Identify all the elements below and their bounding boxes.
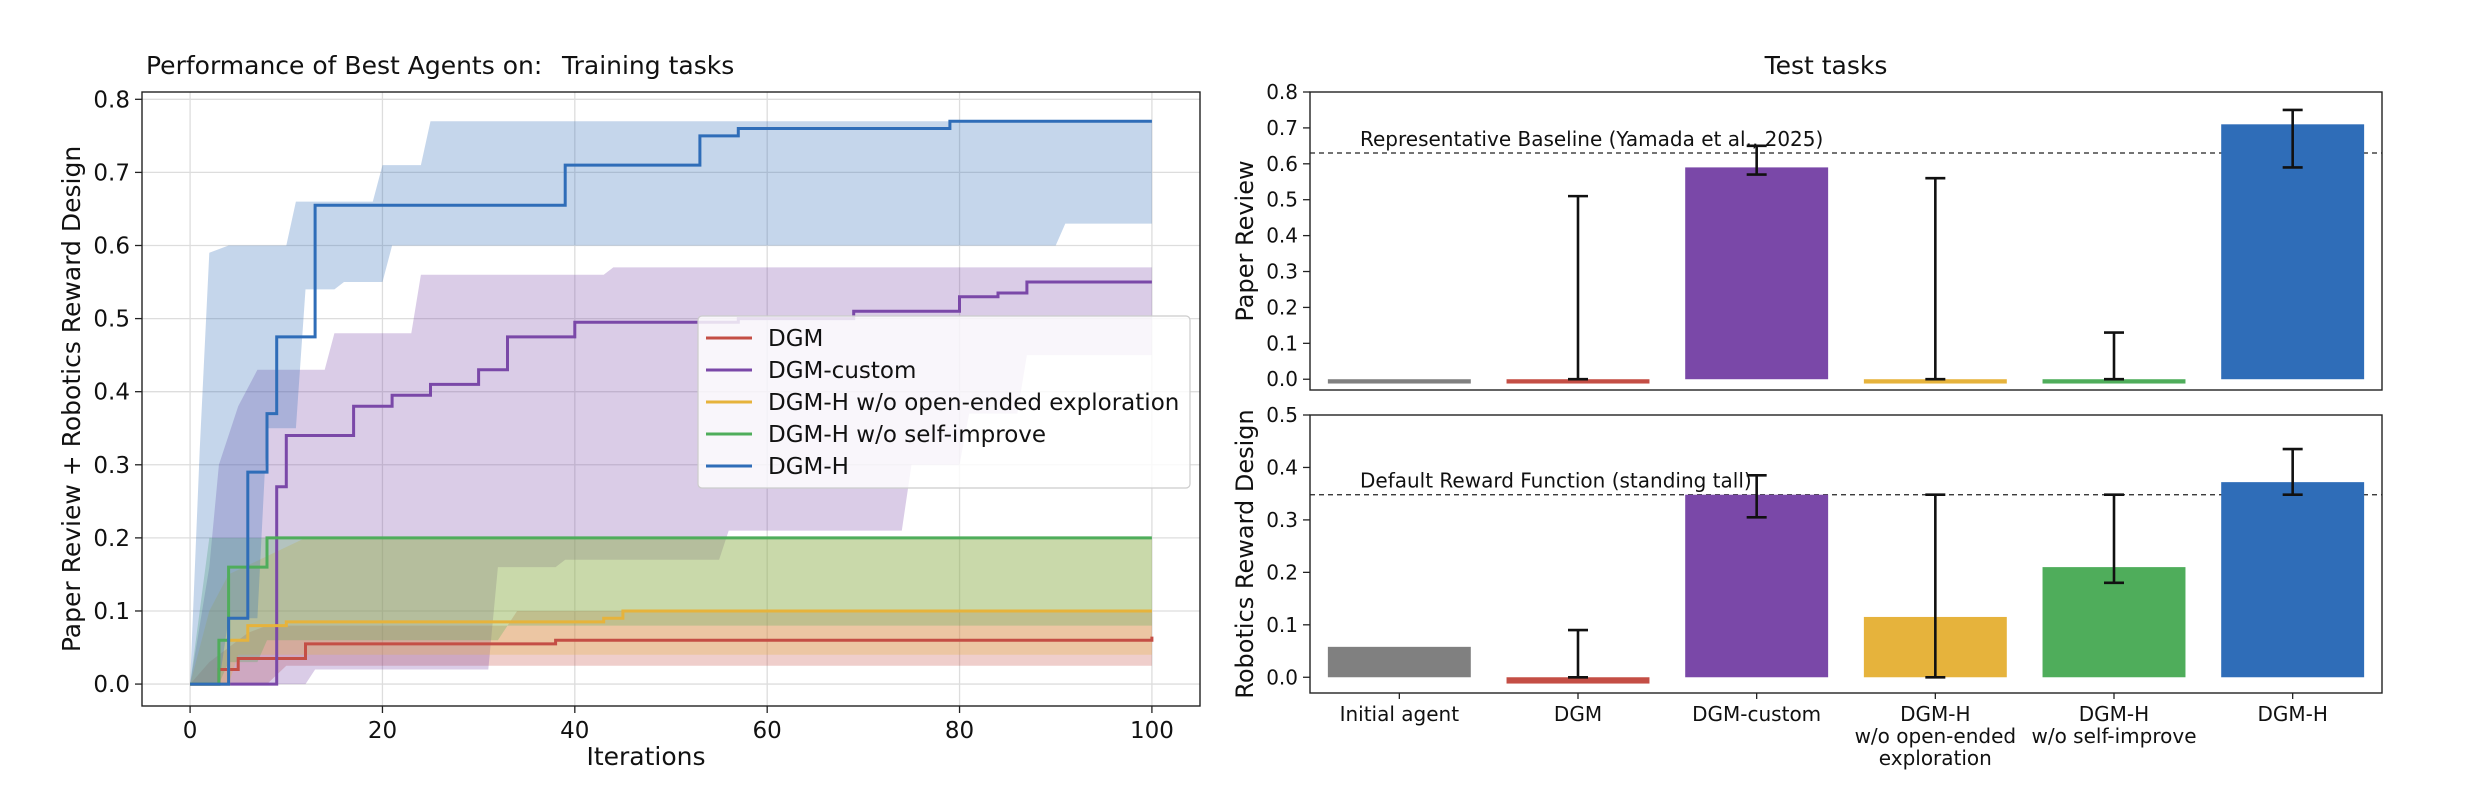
x-tick-label: w/o self-improve [2031,724,2196,748]
y-tick-label: 0.5 [93,307,130,333]
series-line [190,119,1152,686]
test-chart-paper-review: Test tasks Representative Baseline (Yama… [1231,51,2383,391]
y-tick-label: 0.2 [1266,560,1298,584]
training-x-ticks: 0 20 40 60 80 100 [183,706,1174,744]
y-tick-label: 0.4 [93,380,130,406]
y-tick-label: 0.6 [93,234,130,260]
bar [2042,567,2186,678]
y-tick-label: 0.5 [1266,188,1298,212]
y-tick-label: 0.0 [1266,665,1298,689]
confidence-band [190,611,1152,685]
legend-label: DGM-H [768,454,849,480]
bar [1327,646,1471,678]
robotics-error-bars [1568,447,2303,679]
training-plot-frame [141,91,1201,707]
legend-label: DGM-H w/o open-ended exploration [768,390,1179,416]
y-tick-label: 0.3 [93,453,130,479]
y-tick-label: 0.4 [1266,455,1298,479]
bar-baseline-strip [1506,677,1650,684]
x-tick-label: DGM-H [2079,702,2149,726]
legend-label: DGM-custom [768,358,916,384]
bar-baseline-strip [1506,379,1650,384]
x-tick-label: w/o open-ended [1855,724,2017,748]
figure-heading: Performance of Best Agents on: [146,51,542,80]
y-tick-label: 0.6 [1266,152,1298,176]
test-chart-title: Test tasks [1764,51,1888,80]
training-y-ticks: 0.0 0.1 0.2 0.3 0.4 0.5 0.6 0.7 0.8 [93,87,142,698]
bar [2221,482,2365,678]
robotics-y-ticks: 0.0 0.1 0.2 0.3 0.4 0.5 [1266,403,1310,689]
x-tick-label: 80 [945,718,974,744]
bar-baseline-strip [2042,379,2186,384]
x-tick-label: Initial agent [1340,702,1460,726]
test-chart-robotics: Default Reward Function (standing tall) … [1231,403,2383,770]
series-line [190,280,1152,686]
y-tick-label: 0.8 [93,87,130,113]
x-tick-label: DGM-H [1900,702,1970,726]
y-tick-label: 0.3 [1266,508,1298,532]
robotics-plot-frame [1309,414,2383,694]
bar [1685,494,1829,678]
x-tick-label: 20 [368,718,397,744]
bar-baseline-strip [1327,379,1471,384]
y-tick-label: 0.1 [1266,331,1298,355]
legend-label: DGM-H w/o self-improve [768,422,1046,448]
confidence-band [190,121,1152,685]
training-lines [190,119,1154,686]
reference-line-label: Default Reward Function (standing tall) [1360,469,1752,493]
y-tick-label: 0.1 [1266,613,1298,637]
robotics-y-axis-label: Robotics Reward Design [1231,409,1259,698]
paper-review-y-axis-label: Paper Review [1231,160,1259,321]
paper-review-error-bars [1568,108,2303,381]
y-tick-label: 0.3 [1266,260,1298,284]
y-tick-label: 0.7 [1266,116,1298,140]
y-tick-label: 0.2 [1266,295,1298,319]
y-tick-label: 0.4 [1266,224,1298,248]
training-chart-title: Training tasks [561,51,734,80]
bar [1685,167,1829,380]
bar-baseline-strip [1863,379,2007,384]
y-tick-label: 0.2 [93,526,130,552]
training-y-axis-label: Paper Review + Robotics Reward Design [57,146,86,652]
training-legend: DGM DGM-custom DGM-H w/o open-ended explor… [697,315,1191,489]
x-tick-label: exploration [1879,746,1992,770]
x-tick-label: 100 [1130,718,1174,744]
reference-line-label: Representative Baseline (Yamada et al., … [1360,127,1823,151]
y-tick-label: 0.1 [93,599,130,625]
paper-review-bars [1327,124,2365,384]
paper-review-y-ticks: 0.0 0.1 0.2 0.3 0.4 0.5 0.6 0.7 0.8 [1266,80,1310,391]
y-tick-label: 0.0 [1266,367,1298,391]
y-tick-label: 0.8 [1266,80,1298,104]
paper-review-plot-frame [1309,91,2383,391]
x-tick-label: 0 [183,718,198,744]
y-tick-label: 0.7 [93,160,130,186]
x-tick-label: 40 [560,718,589,744]
x-tick-label: 60 [753,718,782,744]
training-x-axis-label: Iterations [586,742,705,771]
robotics-reference: Default Reward Function (standing tall) [1310,469,2382,496]
x-tick-label: DGM-H [2257,702,2327,726]
x-tick-label: DGM-custom [1692,702,1821,726]
y-tick-label: 0.5 [1266,403,1298,427]
legend-label: DGM [768,326,823,352]
training-chart: Performance of Best Agents on: Training … [57,51,1201,771]
legend-frame [697,315,1191,489]
paper-review-reference: Representative Baseline (Yamada et al., … [1310,127,2382,154]
robotics-x-ticks: Initial agent DGM DGM-custom DGM-Hw/o open-… [1340,693,2328,770]
x-tick-label: DGM [1554,702,1602,726]
y-tick-label: 0.0 [93,672,130,698]
robotics-bars [1327,482,2365,684]
